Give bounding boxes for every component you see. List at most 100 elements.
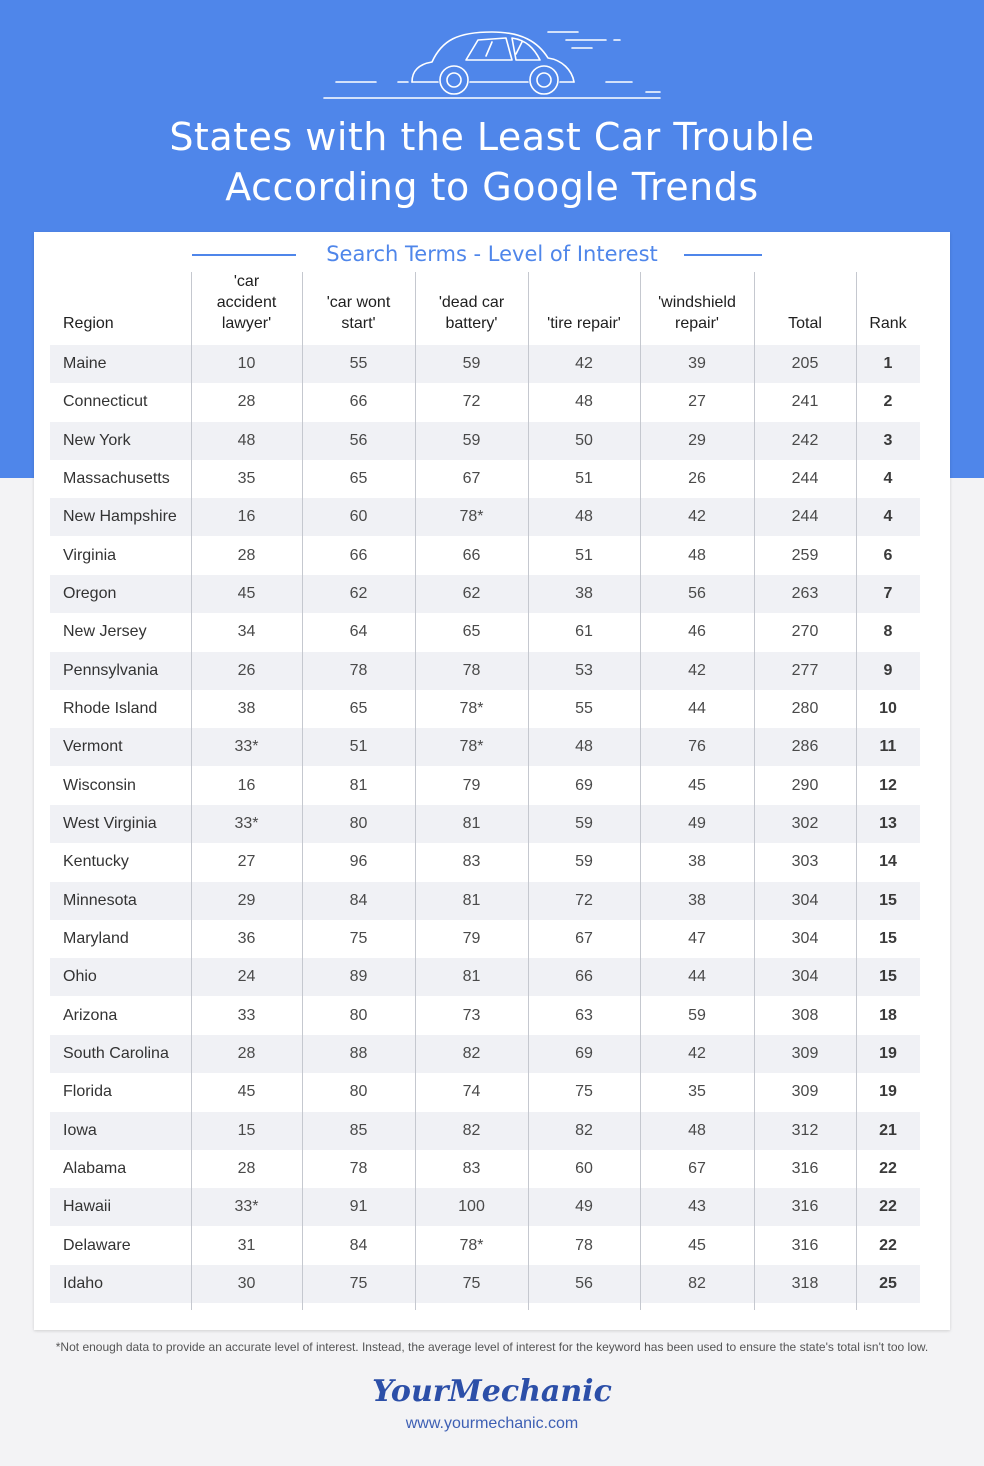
cell-car-accident-lawyer: 31	[237, 1236, 256, 1254]
column-separator	[191, 272, 192, 1310]
cell-car-wont-start: 84	[349, 1236, 368, 1254]
cell-dead-car-battery: 79	[462, 929, 481, 947]
cell-car-wont-start: 88	[349, 1044, 368, 1062]
cell-rank: 6	[883, 546, 893, 564]
cell-windshield-repair: 38	[688, 853, 706, 871]
cell-windshield-repair: 59	[688, 1006, 706, 1024]
cell-dead-car-battery: 73	[462, 1006, 481, 1024]
cell-rank: 22	[879, 1159, 897, 1177]
cell-rank: 3	[883, 431, 893, 449]
cell-car-wont-start: 80	[349, 1006, 368, 1024]
cell-car-wont-start: 85	[349, 1121, 368, 1139]
cell-rank: 7	[883, 584, 893, 602]
car-illustration-icon	[323, 31, 661, 99]
cell-windshield-repair: 43	[688, 1198, 706, 1216]
cell-rank: 19	[879, 1083, 897, 1101]
cell-car-wont-start: 89	[349, 968, 368, 986]
cell-rank: 12	[879, 776, 897, 794]
table-row: Florida 45 80 74 75 35 309 19	[50, 1073, 920, 1111]
cell-region: Oregon	[63, 584, 117, 602]
subtitle-rule-left	[192, 254, 296, 256]
cell-region: Minnesota	[63, 891, 137, 909]
cell-tire-repair: 55	[575, 699, 593, 717]
cell-tire-repair: 51	[575, 469, 593, 487]
cell-dead-car-battery: 83	[462, 1159, 481, 1177]
cell-total: 244	[791, 508, 819, 526]
header-dead-car-battery: 'dead car battery'	[438, 294, 505, 332]
table-row: Connecticut 28 66 72 48 27 241 2	[50, 383, 920, 421]
cell-tire-repair: 67	[575, 929, 593, 947]
cell-car-accident-lawyer: 35	[237, 469, 256, 487]
cell-rank: 8	[883, 623, 893, 641]
header-rank: Rank	[869, 315, 907, 332]
cell-rank: 10	[879, 699, 897, 717]
cell-tire-repair: 38	[575, 584, 593, 602]
cell-windshield-repair: 38	[688, 891, 706, 909]
table-row: New York 48 56 59 50 29 242 3	[50, 421, 920, 460]
table-row: New Hampshire 16 60 78* 48 42 244 4	[50, 498, 920, 537]
cell-windshield-repair: 44	[688, 699, 706, 717]
cell-car-wont-start: 78	[349, 661, 368, 679]
cell-rank: 4	[883, 508, 893, 526]
cell-car-wont-start: 65	[349, 699, 368, 717]
cell-windshield-repair: 29	[688, 431, 706, 449]
cell-region: Pennsylvania	[63, 661, 159, 679]
cell-car-wont-start: 65	[349, 469, 368, 487]
cell-car-accident-lawyer: 16	[237, 508, 256, 526]
cell-car-wont-start: 81	[349, 776, 368, 794]
cell-dead-car-battery: 100	[458, 1198, 485, 1216]
cell-region: Arizona	[63, 1006, 118, 1024]
footnote: *Not enough data to provide an accurate …	[55, 1340, 929, 1354]
table-row: Ohio 24 89 81 66 44 304 15	[50, 958, 920, 997]
cell-total: 316	[791, 1159, 819, 1177]
cell-car-accident-lawyer: 26	[237, 661, 256, 679]
cell-dead-car-battery: 59	[462, 355, 481, 372]
cell-total: 304	[791, 891, 819, 909]
cell-car-wont-start: 96	[349, 853, 368, 871]
cell-tire-repair: 69	[575, 776, 593, 794]
cell-windshield-repair: 45	[688, 776, 706, 794]
column-separator	[856, 272, 857, 1310]
cell-total: 318	[791, 1274, 819, 1292]
cell-dead-car-battery: 82	[462, 1044, 481, 1062]
table-row: Idaho 30 75 75 56 82 318 25	[50, 1264, 920, 1303]
cell-region: Rhode Island	[63, 699, 158, 717]
table-row: West Virginia 33* 80 81 59 49 302 13	[50, 804, 920, 843]
column-separator	[754, 272, 755, 1310]
cell-windshield-repair: 39	[688, 355, 706, 372]
cell-car-accident-lawyer: 48	[237, 431, 256, 449]
cell-car-accident-lawyer: 45	[237, 1083, 256, 1101]
cell-total: 290	[791, 776, 819, 794]
cell-car-wont-start: 78	[349, 1159, 368, 1177]
cell-car-wont-start: 75	[349, 929, 368, 947]
cell-car-accident-lawyer: 15	[237, 1121, 256, 1139]
cell-rank: 4	[883, 469, 893, 487]
cell-region: Florida	[63, 1083, 112, 1101]
cell-dead-car-battery: 72	[462, 393, 481, 411]
cell-total: 280	[791, 699, 819, 717]
cell-windshield-repair: 48	[688, 546, 706, 564]
cell-tire-repair: 59	[575, 814, 593, 832]
cell-tire-repair: 42	[575, 355, 593, 372]
cell-car-accident-lawyer: 36	[237, 929, 256, 947]
cell-tire-repair: 50	[575, 431, 593, 449]
cell-car-accident-lawyer: 33*	[234, 1198, 259, 1216]
table-row: Kentucky 27 96 83 59 38 303 14	[50, 843, 920, 881]
cell-region: West Virginia	[63, 814, 157, 832]
table-row: Virginia 28 66 66 51 48 259 6	[50, 537, 920, 575]
header-windshield-repair: 'windshield repair'	[658, 294, 736, 332]
cell-car-wont-start: 64	[349, 623, 368, 641]
table-row: South Carolina 28 88 82 69 42 309 19	[50, 1034, 920, 1073]
column-separator	[415, 272, 416, 1310]
cell-region: New York	[63, 431, 131, 449]
cell-tire-repair: 69	[575, 1044, 593, 1062]
cell-region: New Jersey	[63, 623, 147, 641]
cell-rank: 18	[879, 1006, 897, 1024]
cell-dead-car-battery: 65	[462, 623, 481, 641]
cell-dead-car-battery: 78*	[459, 699, 484, 717]
cell-total: 309	[791, 1044, 819, 1062]
cell-car-wont-start: 91	[349, 1198, 368, 1216]
cell-rank: 1	[883, 355, 893, 372]
subtitle-rule-right	[684, 254, 762, 256]
cell-region: Wisconsin	[63, 776, 136, 794]
